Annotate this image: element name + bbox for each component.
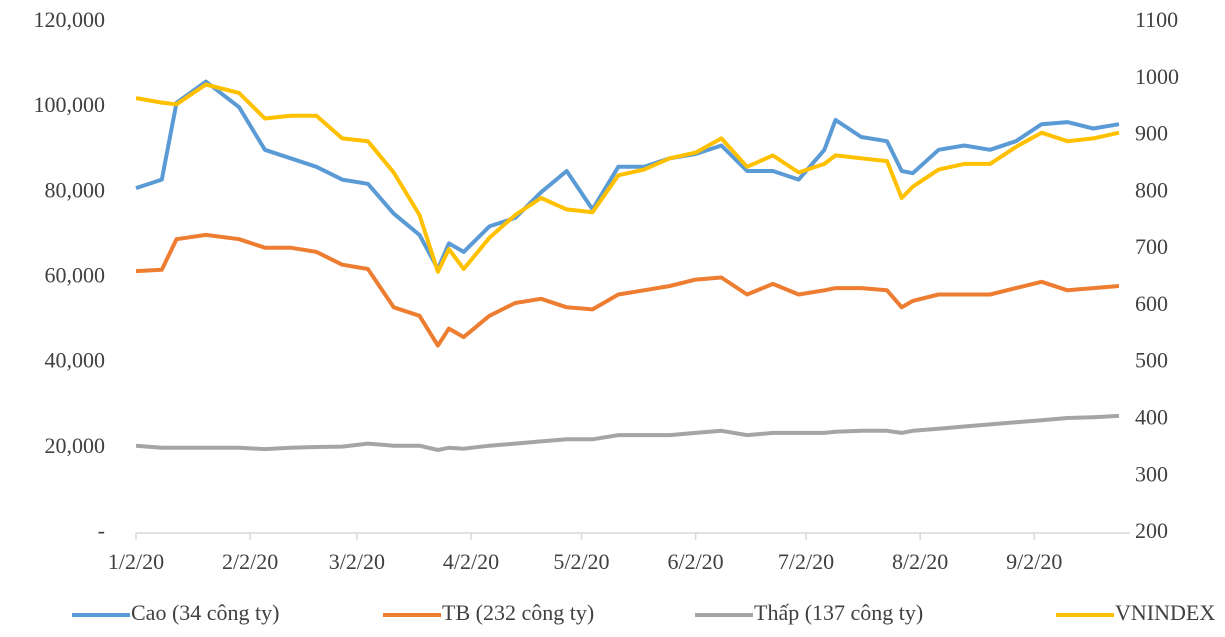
y2-tick-label: 400: [1135, 404, 1168, 429]
x-tick-label: 1/2/20: [108, 549, 164, 574]
x-tick-label: 3/2/20: [329, 549, 385, 574]
series-line: [135, 232, 1120, 348]
y2-tick-label: 900: [1135, 121, 1168, 146]
y2-tick-label: 1100: [1135, 7, 1178, 32]
x-tick-label: 9/2/20: [1006, 549, 1062, 574]
y2-tick-label: 600: [1135, 291, 1168, 316]
x-tick-label: 4/2/20: [443, 549, 499, 574]
x-tick-label: 5/2/20: [553, 549, 609, 574]
y2-tick-label: 800: [1135, 177, 1168, 202]
legend-label: TB (232 công ty): [442, 600, 594, 625]
x-tick-label: 6/2/20: [667, 549, 723, 574]
y-tick-label: 120,000: [34, 7, 106, 32]
legend-label: Cao (34 công ty): [131, 600, 279, 625]
x-tick-label: 7/2/20: [778, 549, 834, 574]
series-line: [135, 82, 1120, 274]
y-tick-label: -: [98, 518, 105, 543]
y2-tick-label: 300: [1135, 461, 1168, 486]
y-tick-label: 40,000: [45, 348, 106, 373]
y2-tick-label: 700: [1135, 234, 1168, 259]
y2-tick-label: 1000: [1135, 64, 1179, 89]
y-tick-label: 60,000: [45, 263, 106, 288]
series-line: [135, 79, 1120, 271]
x-tick-label: 8/2/20: [892, 549, 948, 574]
y-tick-label: 100,000: [34, 92, 106, 117]
y2-tick-label: 500: [1135, 348, 1168, 373]
y2-tick-label: 200: [1135, 518, 1168, 543]
y-tick-label: 20,000: [45, 433, 106, 458]
y-tick-label: 80,000: [45, 177, 106, 202]
legend-label: VNINDEX: [1115, 600, 1215, 625]
legend-label: Thấp (137 công ty): [754, 600, 923, 625]
series-line: [135, 413, 1120, 452]
x-tick-label: 2/2/20: [222, 549, 278, 574]
